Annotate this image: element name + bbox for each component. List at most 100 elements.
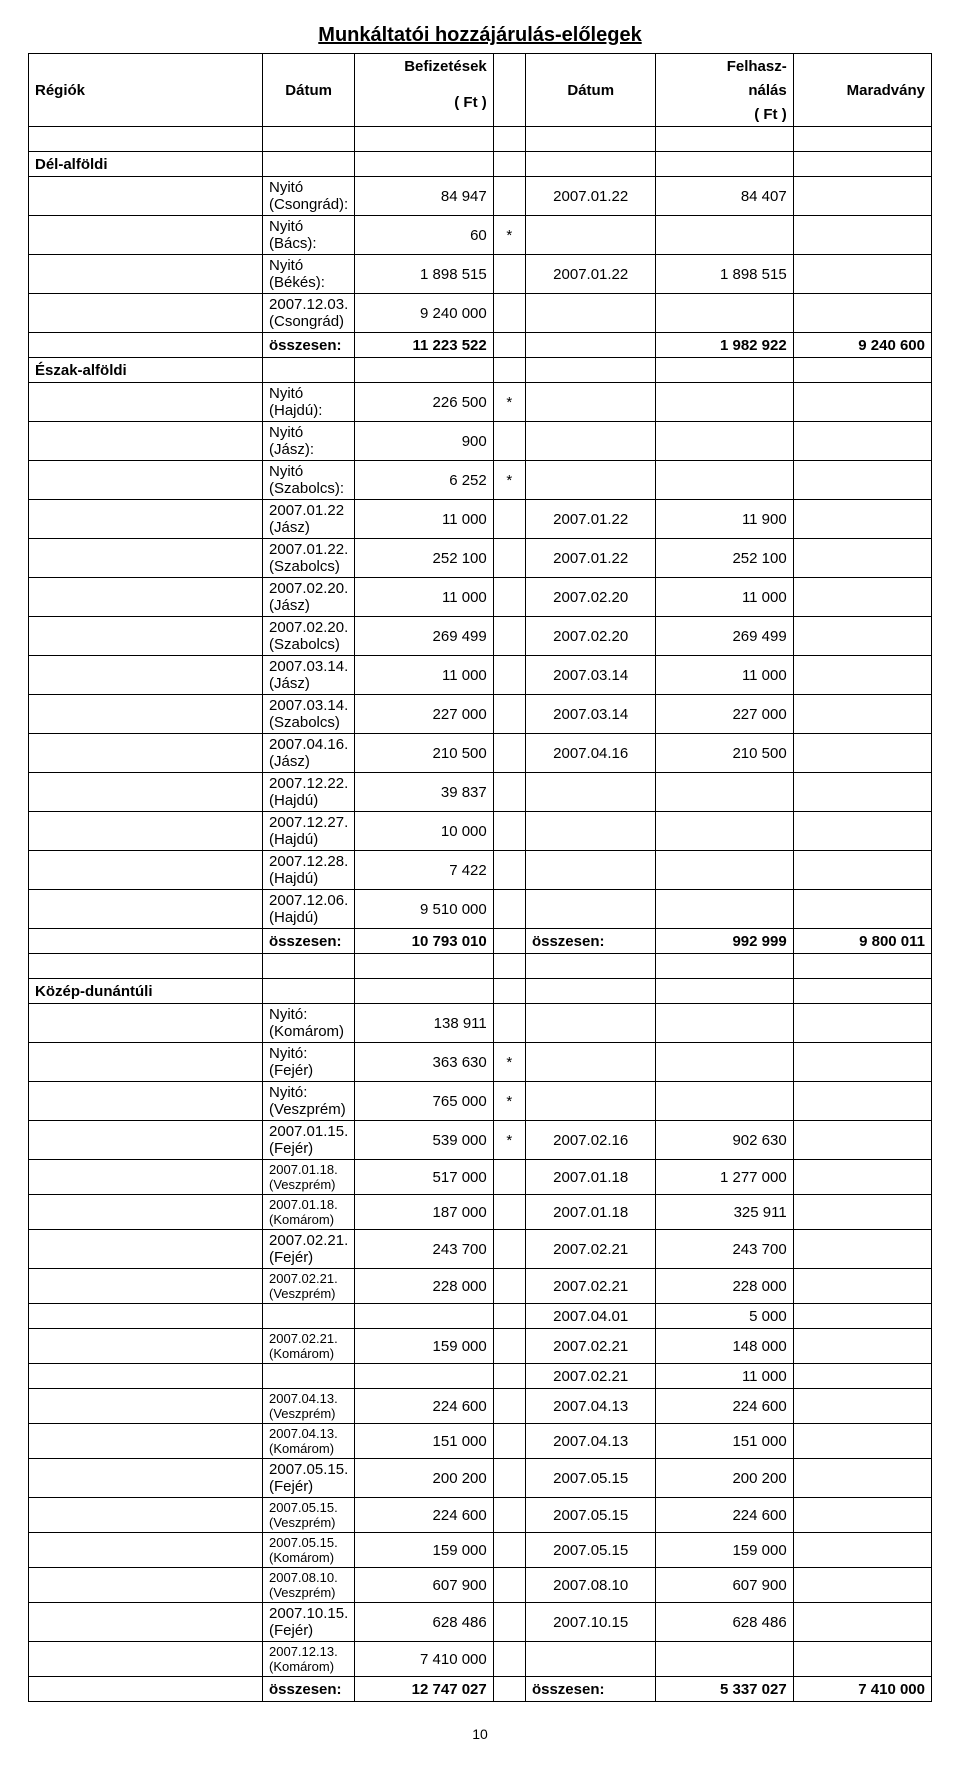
row-star [493,890,525,929]
row-date: 2007.01.22 [525,539,656,578]
header-datum2: Dátum [525,54,656,127]
spacer-row [29,127,932,152]
row-use [656,851,793,890]
row-use: 84 407 [656,177,793,216]
row-label: 2007.01.18. (Komárom) [263,1195,355,1230]
sum-star [493,333,525,358]
row-pay: 224 600 [355,1498,493,1533]
row-label: 2007.12.28. (Hajdú) [263,851,355,890]
sum-use: 992 999 [656,929,793,954]
row-pay: 226 500 [355,383,493,422]
row-rem [793,1195,931,1230]
row-label: 2007.02.20. (Jász) [263,578,355,617]
section-header-eszak: Észak-alföldi [29,358,932,383]
row-use: 269 499 [656,617,793,656]
row-blank [29,578,263,617]
sum-date: összesen: [525,1677,656,1702]
row-blank [29,1230,263,1269]
row-pay [355,1364,493,1389]
row-rem [793,1459,931,1498]
row-pay: 269 499 [355,617,493,656]
row-use: 325 911 [656,1195,793,1230]
row-rem [793,1043,931,1082]
row-label: 2007.01.22. (Szabolcs) [263,539,355,578]
table-row: 2007.12.27. (Hajdú)10 000 [29,812,932,851]
row-rem [793,1329,931,1364]
row-pay: 765 000 [355,1082,493,1121]
row-star: * [493,1121,525,1160]
row-use [656,422,793,461]
row-rem [793,695,931,734]
row-date: 2007.02.21 [525,1269,656,1304]
row-blank [29,1568,263,1603]
row-label: Nyitó (Hajdú): [263,383,355,422]
row-rem [793,216,931,255]
row-label: 2007.12.06. (Hajdú) [263,890,355,929]
row-star [493,539,525,578]
row-date: 2007.04.13 [525,1389,656,1424]
section-name: Észak-alföldi [29,358,263,383]
table-row: 2007.05.15. (Fejér)200 2002007.05.15200 … [29,1459,932,1498]
row-blank [29,695,263,734]
row-date [525,1642,656,1677]
row-use: 1 898 515 [656,255,793,294]
row-label: 2007.05.15. (Komárom) [263,1533,355,1568]
row-label: Nyitó (Békés): [263,255,355,294]
row-rem [793,1533,931,1568]
section-header-del: Dél-alföldi [29,152,932,177]
sum-label: összesen: [263,1677,355,1702]
row-star [493,656,525,695]
row-pay: 200 200 [355,1459,493,1498]
sum-label: összesen: [263,929,355,954]
row-label: Nyitó (Szabolcs): [263,461,355,500]
row-use: 224 600 [656,1498,793,1533]
row-date [525,216,656,255]
sum-rem: 7 410 000 [793,1677,931,1702]
row-pay: 11 000 [355,656,493,695]
row-use [656,1004,793,1043]
row-pay: 84 947 [355,177,493,216]
row-label: 2007.05.15. (Fejér) [263,1459,355,1498]
row-label: Nyitó: (Veszprém) [263,1082,355,1121]
row-star [493,1269,525,1304]
row-pay: 39 837 [355,773,493,812]
table-row: 2007.04.015 000 [29,1304,932,1329]
table-row: Nyitó: (Fejér)363 630* [29,1043,932,1082]
row-date [525,773,656,812]
header-star [493,54,525,127]
row-use [656,216,793,255]
sum-use: 5 337 027 [656,1677,793,1702]
row-rem [793,500,931,539]
row-star: * [493,461,525,500]
row-star [493,1424,525,1459]
table-row: 2007.05.15. (Veszprém)224 6002007.05.152… [29,1498,932,1533]
row-star [493,177,525,216]
row-blank [29,1642,263,1677]
row-blank [29,1043,263,1082]
row-date [525,812,656,851]
row-use [656,812,793,851]
row-rem [793,1160,931,1195]
table-row: 2007.01.18. (Komárom)187 0002007.01.1832… [29,1195,932,1230]
table-row: 2007.02.21. (Veszprém)228 0002007.02.212… [29,1269,932,1304]
row-star: * [493,383,525,422]
row-pay: 1 898 515 [355,255,493,294]
row-label: 2007.02.21. (Komárom) [263,1329,355,1364]
row-pay: 159 000 [355,1329,493,1364]
row-date: 2007.01.18 [525,1160,656,1195]
row-rem [793,1304,931,1329]
table-row: Nyitó (Bács):60* [29,216,932,255]
row-pay: 60 [355,216,493,255]
row-label: 2007.05.15. (Veszprém) [263,1498,355,1533]
row-use [656,890,793,929]
table-row: 2007.02.20. (Szabolcs)269 4992007.02.202… [29,617,932,656]
sum-pay: 12 747 027 [355,1677,493,1702]
row-rem [793,656,931,695]
row-blank [29,1160,263,1195]
row-blank [29,500,263,539]
row-star [493,255,525,294]
row-label: 2007.12.22. (Hajdú) [263,773,355,812]
row-pay: 9 510 000 [355,890,493,929]
row-label [263,1364,355,1389]
table-row: 2007.12.13. (Komárom)7 410 000 [29,1642,932,1677]
